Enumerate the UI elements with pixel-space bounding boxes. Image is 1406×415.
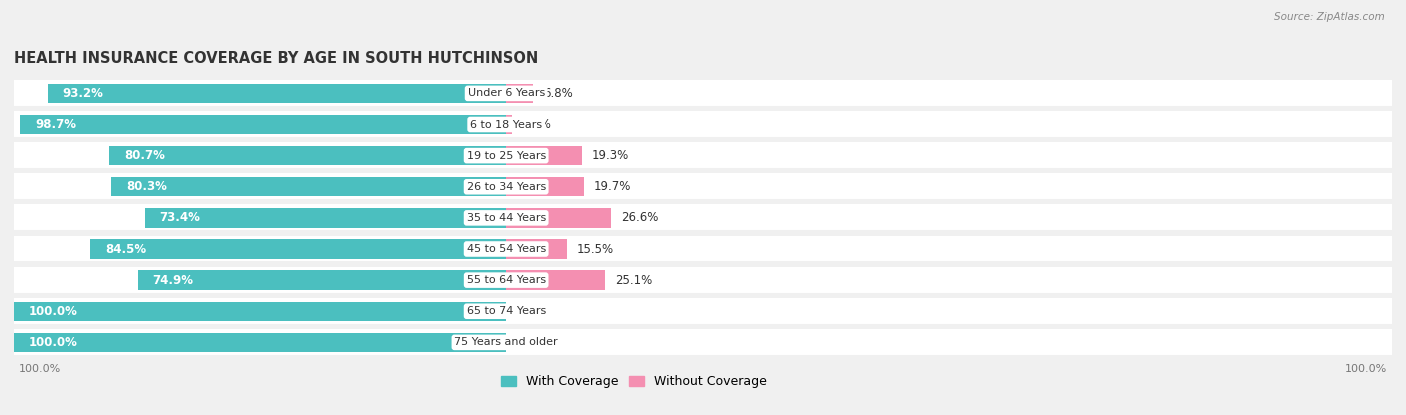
Bar: [21, 115, 506, 134]
Text: 65 to 74 Years: 65 to 74 Years: [467, 306, 546, 316]
Bar: [14, 329, 1392, 356]
Text: 74.9%: 74.9%: [152, 273, 194, 287]
Text: 98.7%: 98.7%: [35, 118, 76, 131]
Bar: [506, 177, 583, 196]
Bar: [14, 80, 1392, 107]
Text: 19 to 25 Years: 19 to 25 Years: [467, 151, 546, 161]
Bar: [14, 302, 506, 321]
Text: 6.8%: 6.8%: [543, 87, 572, 100]
Text: 1.4%: 1.4%: [522, 118, 551, 131]
Text: 100.0%: 100.0%: [1344, 364, 1386, 374]
Text: 19.7%: 19.7%: [593, 180, 631, 193]
Text: Source: ZipAtlas.com: Source: ZipAtlas.com: [1274, 12, 1385, 22]
Text: Under 6 Years: Under 6 Years: [468, 88, 544, 98]
Bar: [110, 146, 506, 165]
Text: 26 to 34 Years: 26 to 34 Years: [467, 182, 546, 192]
Text: 100.0%: 100.0%: [28, 336, 77, 349]
Bar: [14, 111, 1392, 138]
Text: 93.2%: 93.2%: [62, 87, 103, 100]
Bar: [14, 236, 1392, 262]
Bar: [14, 267, 1392, 293]
Bar: [506, 271, 605, 290]
Text: 75 Years and older: 75 Years and older: [454, 337, 558, 347]
Bar: [138, 271, 506, 290]
Bar: [111, 177, 506, 196]
Text: 0.0%: 0.0%: [516, 336, 546, 349]
Text: 55 to 64 Years: 55 to 64 Years: [467, 275, 546, 285]
Text: 84.5%: 84.5%: [105, 242, 146, 256]
Legend: With Coverage, Without Coverage: With Coverage, Without Coverage: [496, 370, 772, 393]
Text: 100.0%: 100.0%: [20, 364, 62, 374]
Text: 19.3%: 19.3%: [592, 149, 630, 162]
Bar: [14, 142, 1392, 169]
Bar: [506, 146, 582, 165]
Text: 100.0%: 100.0%: [28, 305, 77, 318]
Bar: [90, 239, 506, 259]
Text: 0.0%: 0.0%: [516, 305, 546, 318]
Bar: [14, 333, 506, 352]
Text: 80.3%: 80.3%: [125, 180, 167, 193]
Text: 15.5%: 15.5%: [576, 242, 614, 256]
Bar: [14, 298, 1392, 325]
Bar: [506, 208, 610, 227]
Bar: [506, 115, 512, 134]
Text: 35 to 44 Years: 35 to 44 Years: [467, 213, 546, 223]
Bar: [14, 205, 1392, 231]
Text: 73.4%: 73.4%: [160, 211, 201, 225]
Bar: [48, 84, 506, 103]
Bar: [145, 208, 506, 227]
Text: HEALTH INSURANCE COVERAGE BY AGE IN SOUTH HUTCHINSON: HEALTH INSURANCE COVERAGE BY AGE IN SOUT…: [14, 51, 538, 66]
Text: 25.1%: 25.1%: [614, 273, 652, 287]
Text: 6 to 18 Years: 6 to 18 Years: [470, 120, 543, 129]
Bar: [506, 239, 567, 259]
Text: 80.7%: 80.7%: [124, 149, 165, 162]
Text: 26.6%: 26.6%: [620, 211, 658, 225]
Text: 45 to 54 Years: 45 to 54 Years: [467, 244, 546, 254]
Bar: [14, 173, 1392, 200]
Bar: [506, 84, 533, 103]
